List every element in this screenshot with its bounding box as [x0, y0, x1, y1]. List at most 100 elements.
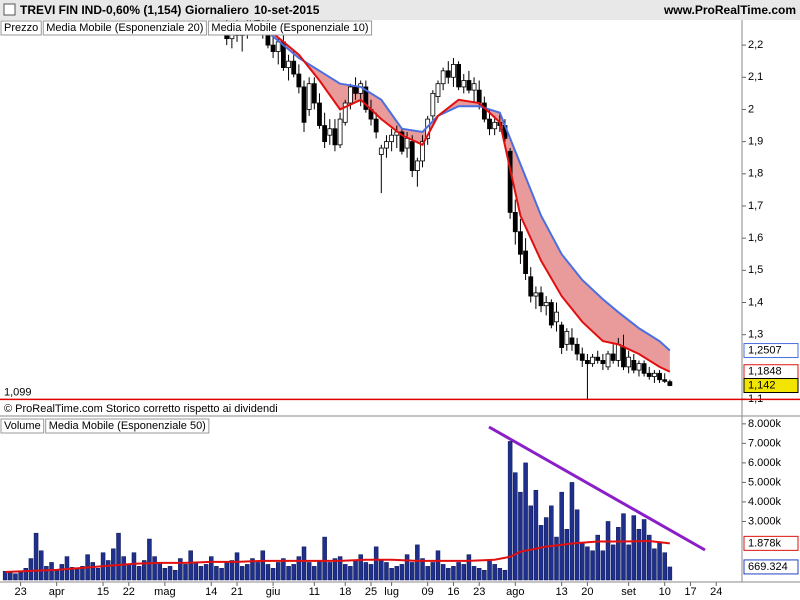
date: 10-set-2015: [254, 3, 320, 17]
candle-body: [487, 118, 492, 130]
x-tick-label: 11: [309, 586, 320, 598]
volume-bar: [409, 562, 415, 581]
volume-bar: [224, 562, 229, 581]
volume-bar: [554, 536, 559, 581]
y-tick-label: 7.000k: [748, 437, 782, 449]
candle-body: [574, 343, 580, 355]
volume-bar: [327, 562, 333, 581]
volume-bar: [549, 505, 554, 581]
x-tick-label: 10: [659, 586, 671, 598]
candle-body: [373, 118, 379, 133]
volume-bar: [440, 564, 446, 581]
line: [267, 28, 671, 373]
volume-bar: [641, 519, 647, 581]
candle-body: [615, 343, 621, 361]
value-badge: [743, 559, 799, 575]
volume-bar: [265, 564, 271, 581]
volume-bar: [260, 550, 266, 581]
x-tick-label: 14: [205, 586, 217, 598]
y-tick-label: 2: [748, 103, 754, 115]
volume-bar: [482, 569, 487, 581]
candle-body: [306, 83, 312, 110]
candle-body: [363, 86, 369, 110]
volume-bar: [600, 550, 606, 581]
value-badge-label: 1,2507: [748, 344, 782, 356]
volume-bar: [657, 542, 662, 581]
legend-entry: Media Mobile (Esponenziale 20): [46, 22, 203, 34]
volume-bar: [75, 569, 80, 581]
volume-bar: [358, 554, 363, 581]
volume-bar: [430, 562, 436, 581]
footnote: © ProRealTime.com Storico corretto rispe…: [4, 403, 278, 415]
volume-bar: [291, 564, 296, 581]
value-badge-label: 1,142: [748, 379, 776, 391]
volume-bar: [33, 532, 39, 581]
candle-body: [270, 44, 276, 52]
volume-bar: [322, 536, 327, 581]
volume-bar: [492, 564, 497, 581]
value-badge: [743, 343, 799, 359]
volume-bar: [543, 517, 549, 581]
candle-body: [342, 102, 348, 123]
volume-bar: [420, 558, 425, 581]
x-tick-label: 23: [14, 586, 26, 598]
legend-entry: Volume: [4, 420, 41, 432]
legend-box: [42, 20, 207, 36]
x-tick-label: 18: [339, 586, 351, 598]
value-badge-label: 1,1848: [748, 366, 782, 378]
volume-bar: [595, 534, 600, 581]
legend-box: [45, 418, 210, 434]
candle-body: [631, 360, 637, 371]
volume-bar: [69, 567, 75, 581]
volume-bar: [13, 573, 18, 581]
volume-bar: [404, 554, 410, 581]
volume-bar: [229, 560, 235, 581]
y-tick-label: 2,2: [748, 39, 763, 51]
volume-bar: [518, 491, 523, 581]
volume-bar: [54, 569, 59, 581]
volume-bar: [301, 546, 307, 581]
volume-bar: [281, 558, 286, 581]
x-tick-label: 13: [556, 586, 568, 598]
volume-bar: [502, 569, 508, 581]
volume-bar: [23, 568, 29, 581]
candle-body: [636, 363, 642, 371]
y-tick-label: 1,8: [748, 168, 763, 180]
candle-body: [378, 147, 384, 155]
legend-box: [207, 20, 373, 36]
candle-body: [466, 80, 472, 91]
volume-bar: [178, 558, 183, 581]
volume-bar: [605, 521, 611, 581]
x-tick-label: 20: [581, 586, 593, 598]
x-tick-label: giu: [266, 586, 281, 598]
volume-bar: [80, 566, 85, 581]
volume-bar: [312, 566, 317, 581]
volume-bar: [142, 560, 147, 581]
candle-body: [409, 141, 415, 171]
volume-bar: [296, 556, 302, 581]
volume-bar: [136, 566, 142, 581]
period: Giornaliero: [185, 3, 249, 17]
candle-body: [564, 331, 570, 345]
candle-body: [528, 276, 534, 297]
candle-body: [275, 41, 281, 52]
volume-bar: [219, 568, 224, 581]
volume-bar: [435, 550, 441, 581]
volume-bar: [631, 515, 637, 581]
value-badge: [743, 535, 799, 551]
candle-body: [538, 292, 544, 307]
legend-entry: Media Mobile (Esponenziale 50): [49, 420, 206, 432]
candle-body: [548, 302, 554, 326]
candle-body: [435, 83, 441, 97]
candle-body: [621, 347, 626, 368]
volume-bar: [306, 562, 312, 581]
candle-body: [337, 118, 343, 146]
y-tick-label: 1,5: [748, 264, 763, 276]
candle-body: [389, 134, 395, 143]
volume-bar: [662, 552, 667, 581]
candle-body: [322, 125, 328, 143]
volume-bar: [245, 564, 250, 581]
candle-body: [610, 353, 616, 361]
x-tick-label: 21: [231, 586, 243, 598]
volume-bar: [379, 560, 384, 581]
